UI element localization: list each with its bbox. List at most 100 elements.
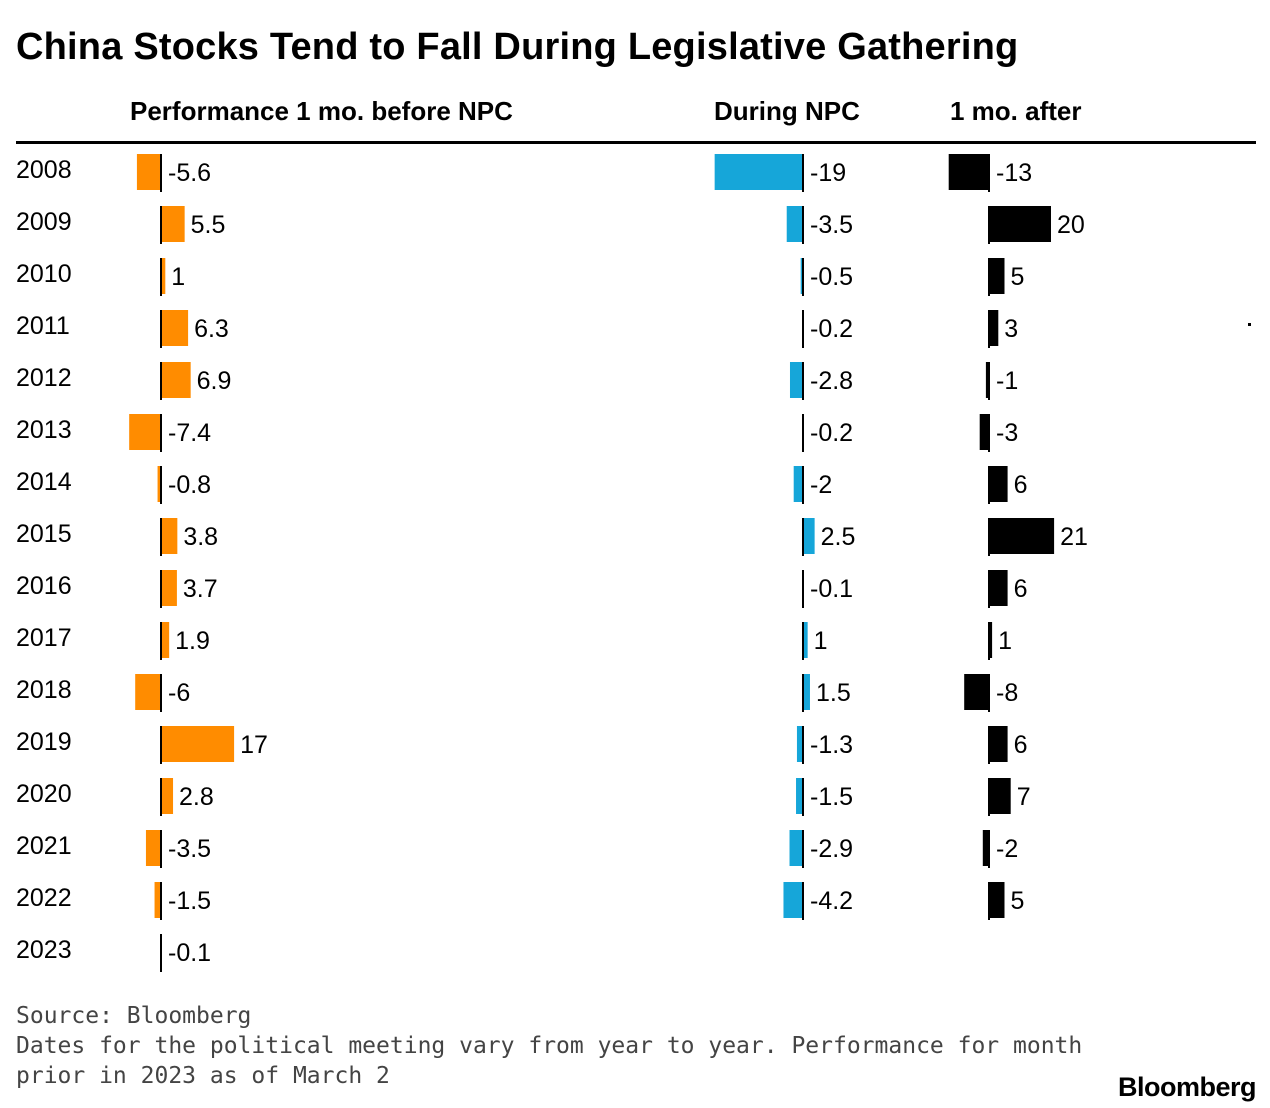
bar-during-2018 [803,674,810,710]
bar-before-2015 [161,518,178,554]
bar-after-2011 [989,310,999,346]
year-label-2009: 2009 [16,208,72,236]
bar-before-2013 [129,414,161,450]
value-label-during-2010: -0.5 [810,263,853,291]
value-label-before-2018: -6 [168,679,190,707]
value-label-after-2018: -8 [996,679,1018,707]
source-note: Source: Bloomberg [16,1003,252,1029]
bar-before-2012 [161,362,191,398]
bar-before-2008 [136,154,161,190]
value-label-during-2008: -19 [810,159,846,187]
year-label-2020: 2020 [16,780,72,808]
bar-after-2019 [989,726,1008,762]
bar-after-2010 [989,258,1005,294]
year-label-2012: 2012 [16,364,72,392]
value-label-after-2020: 7 [1017,783,1031,811]
bar-after-2017 [989,622,993,658]
bar-after-2008 [948,154,989,190]
value-label-during-2022: -4.2 [810,887,853,915]
value-label-during-2015: 2.5 [821,523,856,551]
bar-during-2017 [803,622,808,658]
bar-after-2012 [985,362,989,398]
value-label-after-2013: -3 [996,419,1018,447]
value-label-before-2017: 1.9 [175,627,210,655]
bar-during-2020 [796,778,803,814]
bar-before-2017 [161,622,170,658]
bar-during-2008 [714,154,803,190]
value-label-before-2012: 6.9 [197,367,232,395]
value-label-after-2009: 20 [1057,211,1085,239]
bar-before-2020 [161,778,174,814]
bar-before-2011 [161,310,189,346]
value-label-during-2017: 1 [814,627,828,655]
value-label-after-2010: 5 [1011,263,1025,291]
bar-during-2021 [789,830,803,866]
value-label-during-2020: -1.5 [810,783,853,811]
value-label-after-2022: 5 [1011,887,1025,915]
year-label-2022: 2022 [16,884,72,912]
bar-during-2022 [783,882,803,918]
bloomberg-logo: Bloomberg [1117,1072,1257,1102]
bar-during-2012 [789,362,803,398]
year-label-2014: 2014 [16,468,72,496]
bar-after-2014 [989,466,1008,502]
bar-before-2021 [145,830,161,866]
value-label-during-2013: -0.2 [810,419,853,447]
value-label-before-2022: -1.5 [168,887,211,915]
bar-after-2020 [989,778,1011,814]
value-label-during-2016: -0.1 [810,575,853,603]
value-label-after-2019: 6 [1014,731,1028,759]
bar-after-2009 [989,206,1051,242]
value-label-during-2009: -3.5 [810,211,853,239]
year-label-2019: 2019 [16,728,72,756]
bar-before-2014 [157,466,161,502]
bar-before-2016 [161,570,177,606]
bar-during-2015 [803,518,815,554]
footnote-line-1: Dates for the political meeting vary fro… [16,1033,1083,1059]
value-label-after-2011: 3 [1004,315,1018,343]
year-label-2008: 2008 [16,156,72,184]
value-label-after-2017: 1 [998,627,1012,655]
value-label-before-2015: 3.8 [183,523,218,551]
value-label-before-2020: 2.8 [179,783,214,811]
value-label-before-2013: -7.4 [168,419,211,447]
bar-before-2019 [161,726,235,762]
footnote-line-2: prior in 2023 as of March 2 [16,1063,390,1089]
column-header-after: 1 mo. after [950,96,1082,126]
value-label-after-2021: -2 [996,835,1018,863]
value-label-after-2008: -13 [996,159,1032,187]
value-label-before-2010: 1 [171,263,185,291]
bar-before-2022 [154,882,161,918]
year-label-2015: 2015 [16,520,72,548]
bar-before-2018 [135,674,161,710]
value-label-before-2016: 3.7 [183,575,218,603]
value-label-during-2011: -0.2 [810,315,853,343]
chart-title: China Stocks Tend to Fall During Legisla… [16,26,1019,68]
value-label-during-2019: -1.3 [810,731,853,759]
value-label-before-2014: -0.8 [168,471,211,499]
bar-before-2010 [161,258,166,294]
year-label-2010: 2010 [16,260,72,288]
year-label-2011: 2011 [16,312,70,340]
value-label-after-2016: 6 [1014,575,1028,603]
column-header-during: During NPC [714,96,860,126]
bar-after-2021 [982,830,989,866]
bar-before-2009 [161,206,185,242]
value-label-before-2019: 17 [240,731,268,759]
value-label-after-2012: -1 [996,367,1018,395]
year-label-2018: 2018 [16,676,72,704]
column-header-before: Performance 1 mo. before NPC [130,96,513,126]
value-label-during-2021: -2.9 [810,835,853,863]
bar-after-2018 [964,674,989,710]
value-label-during-2012: -2.8 [810,367,853,395]
value-label-after-2014: 6 [1014,471,1028,499]
year-label-2016: 2016 [16,572,72,600]
bar-after-2015 [989,518,1055,554]
value-label-before-2023: -0.1 [168,939,211,967]
value-label-before-2009: 5.5 [191,211,226,239]
bar-after-2016 [989,570,1008,606]
bar-during-2010 [800,258,803,294]
bar-during-2019 [796,726,803,762]
value-label-after-2015: 21 [1060,523,1088,551]
